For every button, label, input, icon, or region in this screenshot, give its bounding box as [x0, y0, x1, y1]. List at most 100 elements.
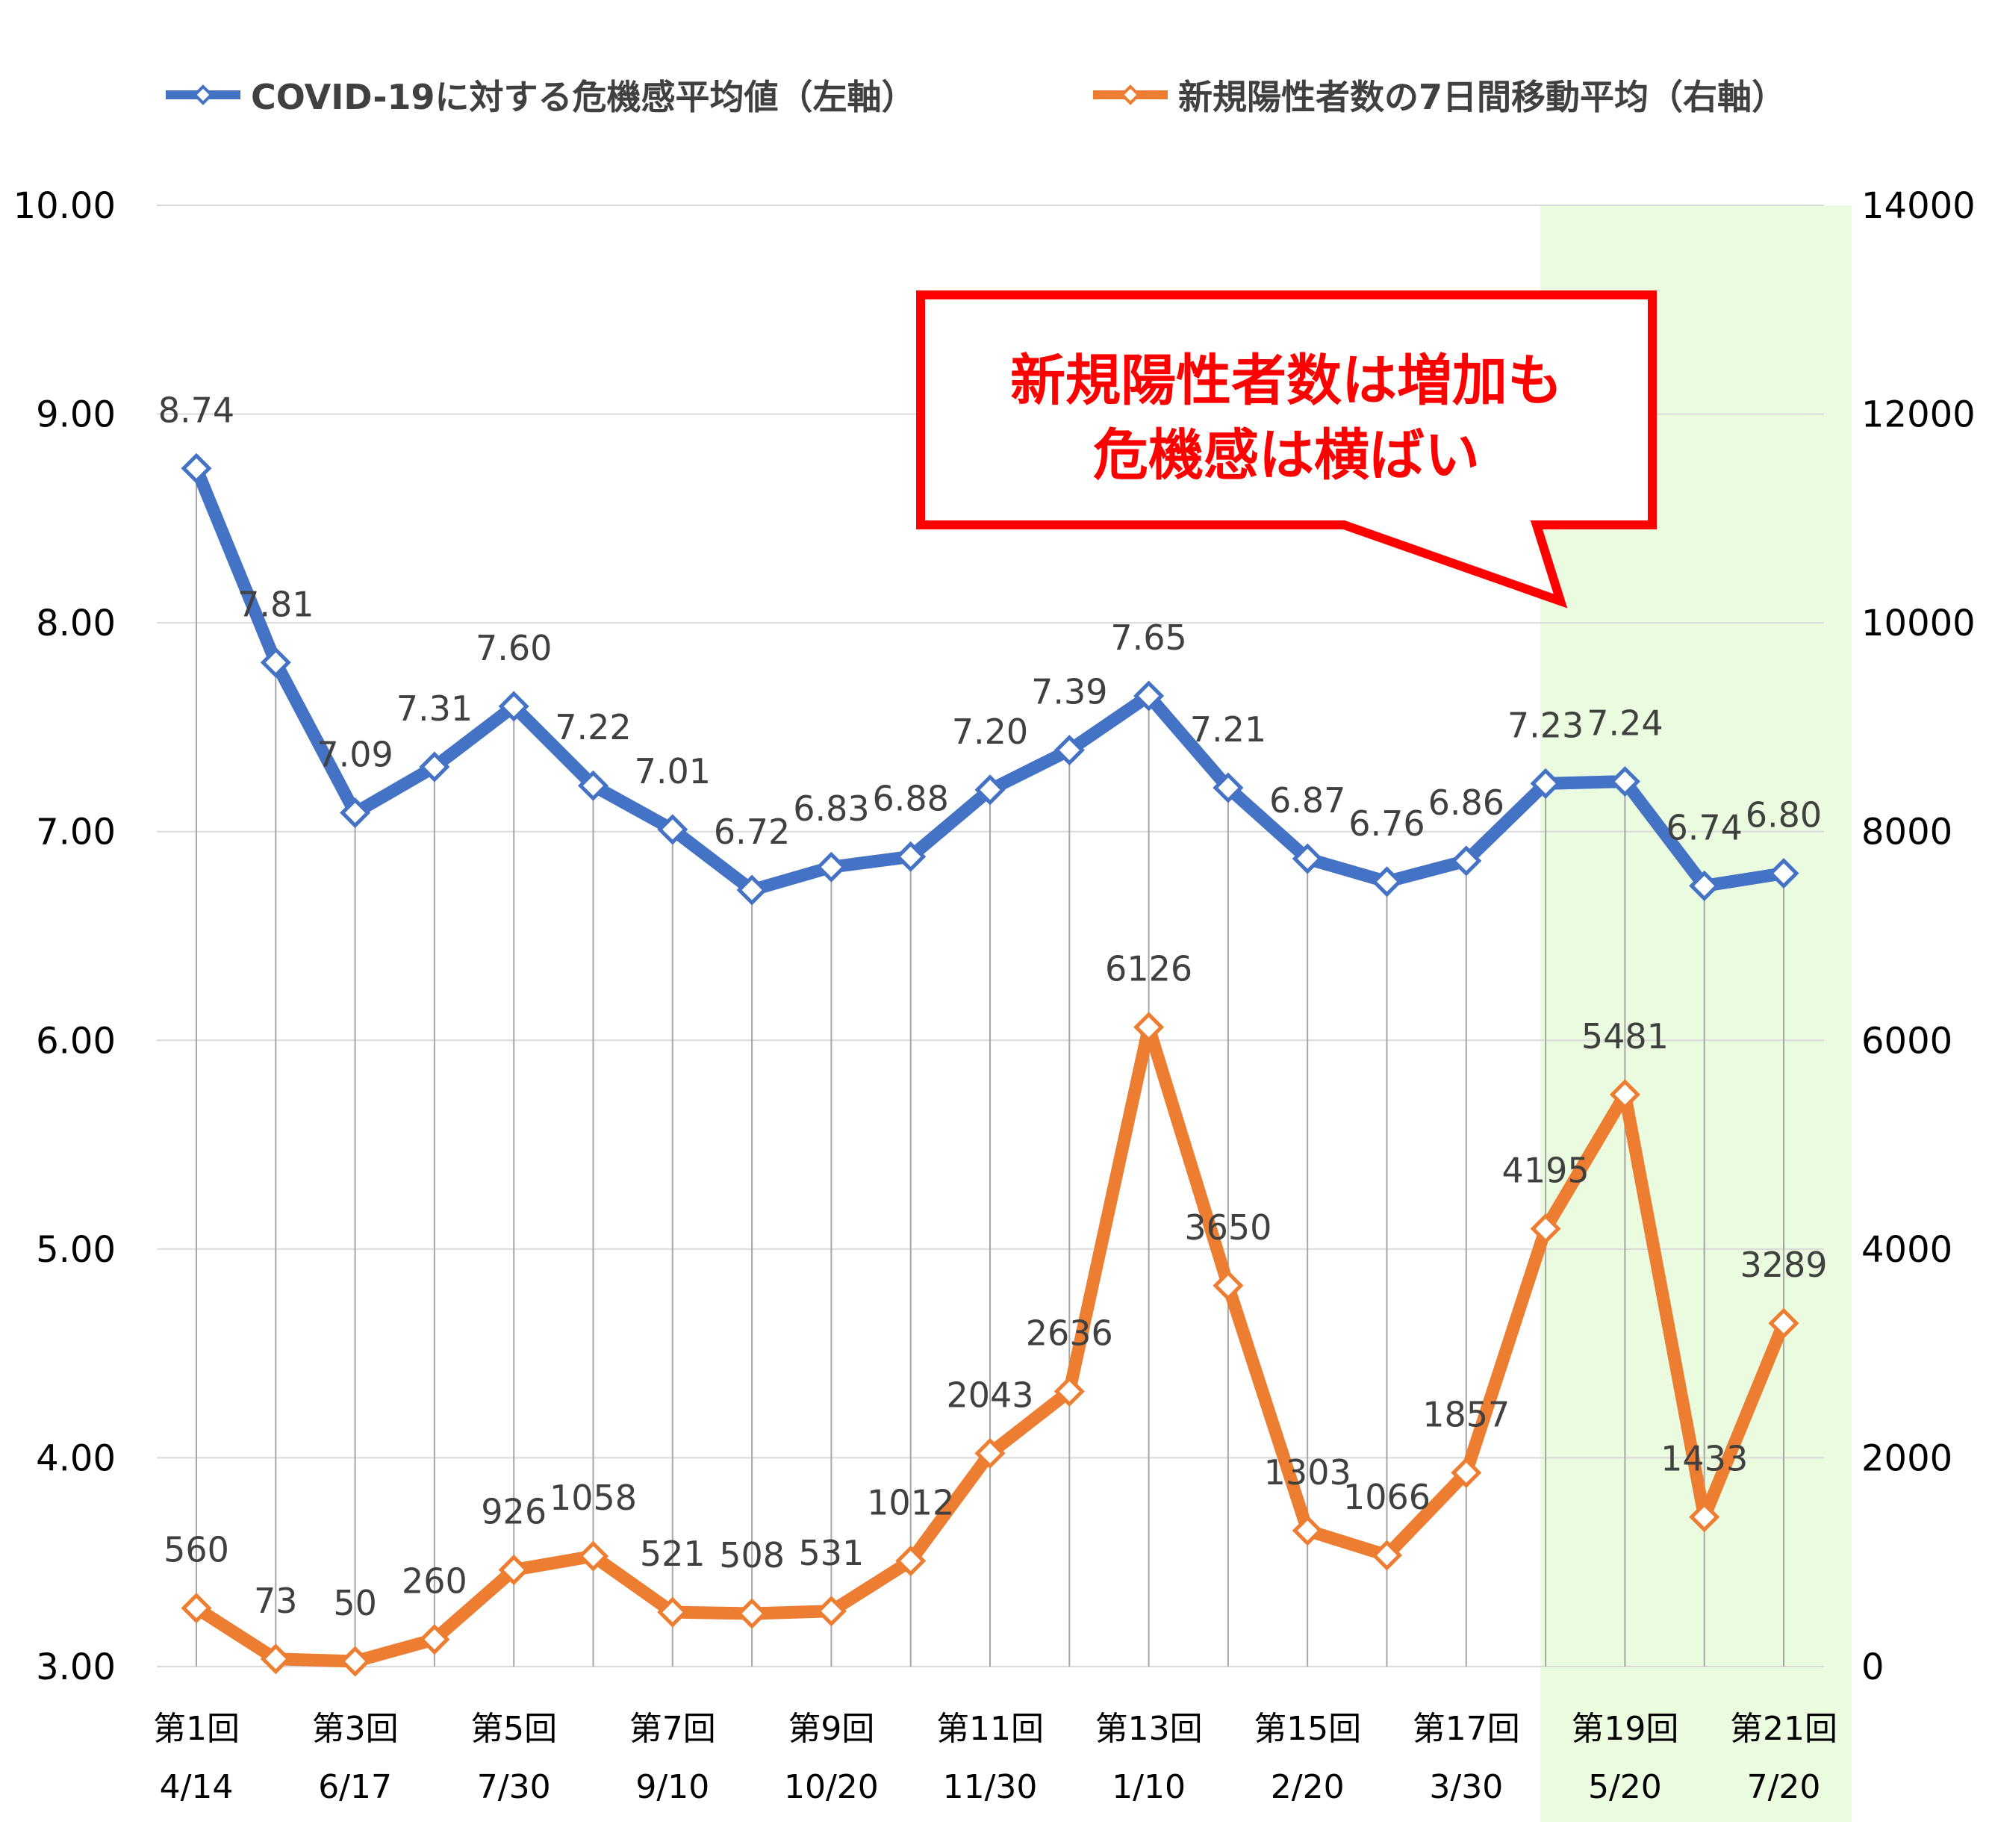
x-tick-label: 11/30: [943, 1768, 1038, 1806]
data-label-crisis: 7.23: [1507, 705, 1584, 745]
x-tick-label: 第17回: [1413, 1710, 1520, 1748]
x-tick-label: 第1回: [153, 1710, 240, 1748]
series-cases-point: [1609, 1079, 1640, 1110]
data-label-cases: 4195: [1502, 1151, 1590, 1191]
series-crisis-point: [340, 797, 371, 829]
series-cases-point: [1689, 1502, 1720, 1533]
y-right-tick-label: 14000: [1861, 185, 1976, 227]
series-cases-point: [1530, 1213, 1561, 1245]
data-label-cases: 1857: [1422, 1394, 1510, 1434]
data-label-crisis: 7.22: [555, 707, 631, 747]
data-label-crisis: 6.80: [1746, 795, 1822, 836]
series-layer: [181, 452, 1799, 1677]
drop-lines: [196, 468, 1784, 1667]
y-left-tick-label: 5.00: [36, 1229, 116, 1271]
x-tick-label: 6/17: [318, 1768, 392, 1806]
legend-swatch-2: [1093, 84, 1168, 105]
series-crisis-point: [1371, 866, 1403, 897]
callout: 新規陽性者数は増加も 危機感は横ばい: [916, 290, 1657, 609]
data-label-crisis: 7.39: [1031, 672, 1107, 712]
data-label-crisis: 8.74: [158, 390, 234, 430]
series-cases-point: [657, 1596, 688, 1628]
data-label-cases: 521: [640, 1534, 706, 1574]
y-right-tick-label: 4000: [1861, 1229, 1952, 1271]
series-crisis-point: [260, 647, 291, 678]
data-label-crisis: 6.87: [1269, 780, 1345, 821]
y-axis-right: 0 2000 4000 6000 8000 10000 12000 14000: [1861, 185, 1976, 1688]
x-tick-label: 7/20: [1747, 1768, 1821, 1806]
data-label-cases: 50: [333, 1583, 377, 1623]
legend-item-2: 新規陽性者数の7日間移動平均（右軸）: [1093, 69, 1786, 121]
series-cases-point: [260, 1643, 291, 1675]
series-crisis-point: [1689, 870, 1720, 901]
series-cases-point: [498, 1555, 529, 1586]
series-cases-point: [1133, 1012, 1165, 1043]
x-tick-label: 第11回: [936, 1710, 1044, 1748]
series-cases-point: [1451, 1457, 1482, 1488]
y-left-tick-label: 6.00: [36, 1020, 116, 1062]
x-tick-label: 第5回: [470, 1710, 557, 1748]
data-label-cases: 3650: [1184, 1207, 1272, 1248]
series-crisis-point: [815, 851, 847, 883]
series-cases-point: [1292, 1515, 1323, 1546]
y-left-tick-label: 3.00: [36, 1646, 116, 1688]
data-label-cases: 1058: [550, 1478, 637, 1518]
x-tick-label: 第7回: [629, 1710, 716, 1748]
data-label-crisis: 7.21: [1190, 709, 1266, 750]
series-cases-point: [1053, 1375, 1085, 1407]
data-label-cases: 508: [719, 1535, 785, 1575]
y-left-tick-label: 8.00: [36, 603, 116, 644]
series-cases-point: [815, 1596, 847, 1627]
series-cases-point: [419, 1624, 450, 1655]
x-tick-label: 9/10: [635, 1768, 709, 1806]
x-tick-label: 7/30: [477, 1768, 551, 1806]
x-tick-label: 4/14: [160, 1768, 234, 1806]
data-label-cases: 3289: [1740, 1245, 1827, 1285]
series-crisis-point: [1768, 858, 1799, 889]
callout-line-1: 新規陽性者数は増加も: [1010, 349, 1563, 413]
data-label-cases: 73: [254, 1581, 298, 1621]
series-crisis-point: [498, 691, 529, 722]
data-label-crisis: 7.09: [317, 735, 393, 775]
data-label-cases: 1433: [1660, 1439, 1748, 1479]
series-crisis-point: [657, 814, 688, 845]
data-label-cases: 260: [402, 1561, 467, 1602]
series-cases-point: [1213, 1270, 1244, 1301]
series-crisis-point: [1451, 845, 1482, 877]
data-label-crisis: 6.86: [1428, 783, 1504, 823]
x-tick-label: 第9回: [788, 1710, 874, 1748]
data-label-cases: 2043: [946, 1375, 1033, 1415]
callout-box: [916, 290, 1657, 609]
y-right-tick-label: 6000: [1861, 1020, 1952, 1062]
series-crisis-point: [736, 874, 768, 906]
legend-label-1: COVID-19に対する危機感平均値（左軸）: [251, 77, 916, 117]
series-cases-point: [895, 1546, 927, 1577]
series-cases-point: [340, 1646, 371, 1677]
y-left-tick-label: 9.00: [36, 394, 116, 436]
y-axis-left: 3.00 4.00 5.00 6.00 7.00 8.00 9.00 10.00: [13, 185, 116, 1688]
series-cases-point: [736, 1598, 768, 1629]
data-label-cases: 5481: [1581, 1016, 1669, 1057]
series-crisis-point: [181, 452, 212, 484]
legend-swatch-1: [166, 84, 240, 105]
data-label-crisis: 7.81: [237, 584, 314, 624]
data-labels: 8.74 7.81 7.097.317.607.227.016.726.83 6.88…: [158, 390, 1828, 1623]
data-label-cases: 2636: [1026, 1313, 1113, 1354]
x-axis: 第1回 4/14 第3回 6/17 第5回 7/30 第7回 9/10 第9回 10/20 第11回…: [153, 1710, 1837, 1806]
data-label-cases: 1303: [1264, 1452, 1351, 1493]
x-tick-label: 10/20: [784, 1768, 879, 1806]
x-tick-label: 第19回: [1571, 1710, 1678, 1748]
y-right-tick-label: 12000: [1861, 394, 1976, 436]
data-label-cases: 926: [481, 1492, 547, 1532]
y-left-tick-label: 4.00: [36, 1437, 116, 1479]
series-cases-point: [1768, 1307, 1799, 1339]
series-crisis-point: [1292, 843, 1323, 874]
x-tick-label: 5/20: [1588, 1768, 1662, 1806]
series-crisis-point: [577, 770, 609, 801]
data-label-crisis: 6.88: [872, 778, 948, 818]
series-crisis-point: [974, 774, 1006, 806]
data-label-crisis: 7.60: [476, 628, 552, 668]
series-cases-point: [577, 1540, 609, 1572]
series-cases-point: [1371, 1540, 1403, 1571]
